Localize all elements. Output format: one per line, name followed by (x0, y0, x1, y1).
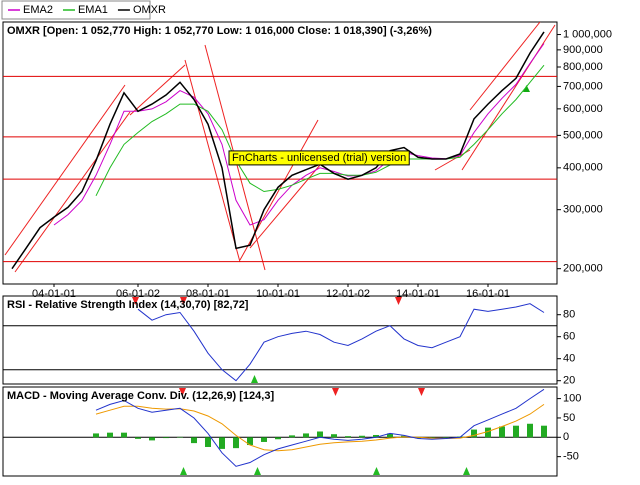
histogram-bar (205, 437, 211, 447)
histogram-bar (121, 432, 127, 438)
histogram-bar (471, 429, 477, 438)
series-line (53, 43, 545, 226)
y-tick-label: 60 (563, 331, 575, 343)
histogram-bar (415, 437, 421, 439)
y-tick-label: 800,000 (563, 61, 603, 73)
series-line (95, 403, 545, 452)
series-line (11, 31, 545, 270)
panel-title: MACD - Moving Average Conv. Div. (12,26,… (7, 390, 274, 402)
y-tick-label: 20 (563, 375, 575, 387)
y-tick-label: 300,000 (563, 204, 603, 216)
x-tick-label: 06-01-02 (116, 288, 160, 300)
buy-signal (373, 467, 380, 475)
sell-signal (132, 297, 139, 305)
histogram-bar (219, 437, 225, 449)
x-tick-label: 16-01-01 (466, 288, 510, 300)
histogram-bar (387, 433, 393, 438)
buy-signal (254, 467, 261, 475)
histogram-bar (247, 437, 253, 446)
sell-signal (332, 388, 339, 396)
histogram-bar (303, 433, 309, 438)
histogram-bar (485, 427, 491, 438)
histogram-bar (513, 425, 519, 438)
histogram-bar (107, 432, 113, 438)
histogram-bar (359, 435, 365, 438)
macd-panel (2, 386, 558, 477)
buy-signal (180, 467, 187, 475)
x-tick-label: 14-01-01 (396, 288, 440, 300)
trend-line (469, 22, 541, 111)
histogram-bar (163, 437, 169, 439)
histogram-bar (331, 434, 337, 438)
sell-signal (179, 388, 186, 396)
histogram-bar (177, 436, 183, 438)
trend-line (129, 64, 186, 116)
histogram-bar (261, 437, 267, 442)
histogram-bar (541, 425, 547, 438)
y-tick-label: 900,000 (563, 44, 603, 56)
watermark: FnCharts - unlicensed (trial) version (232, 152, 406, 164)
y-tick-label: 200,000 (563, 263, 603, 275)
x-tick-label: 04-01-01 (32, 288, 76, 300)
buy-signal (251, 375, 258, 383)
legend-label: EMA2 (23, 4, 53, 16)
sell-signal (418, 388, 425, 396)
series-line (137, 303, 545, 382)
series-line (95, 388, 545, 467)
y-tick-label: 500,000 (563, 129, 603, 141)
y-tick-label: 0 (563, 431, 569, 443)
histogram-bar (345, 436, 351, 438)
x-tick-label: 08-01-01 (186, 288, 230, 300)
y-tick-label: 600,000 (563, 103, 603, 115)
sell-signal (180, 297, 187, 305)
trend-line (4, 84, 126, 256)
y-tick-label: 80 (563, 309, 575, 321)
histogram-bar (135, 437, 141, 439)
y-tick-label: 50 (563, 412, 575, 424)
y-tick-label: -50 (563, 451, 579, 463)
rsi-signals (132, 297, 402, 383)
panel-title: RSI - Relative Strength Index (14,30,70)… (7, 299, 249, 311)
legend-label: OMXR (133, 4, 166, 16)
sell-signal (395, 297, 402, 305)
histogram-bar (233, 437, 239, 449)
histogram-bar (275, 437, 281, 440)
legend-label: EMA1 (78, 4, 108, 16)
histogram-bar (317, 431, 323, 438)
y-tick-label: 40 (563, 353, 575, 365)
histogram-bar (499, 426, 505, 438)
panel-title: OMXR [Open: 1 052,770 High: 1 052,770 Lo… (7, 25, 432, 37)
signal-arrow (523, 85, 530, 92)
histogram-bar (149, 437, 155, 441)
y-tick-label: 100 (563, 393, 581, 405)
histogram-bar (443, 437, 449, 438)
y-tick-label: 1 000,000 (563, 28, 612, 40)
buy-signal (463, 467, 470, 475)
x-tick-label: 10-01-01 (256, 288, 300, 300)
x-tick-label: 12-01-02 (326, 288, 370, 300)
trend-line (14, 111, 131, 273)
series-line (95, 64, 545, 197)
watermark-box (228, 150, 410, 166)
trend-line (184, 59, 241, 263)
histogram-bar (373, 434, 379, 438)
histogram-bar (289, 435, 295, 438)
histogram-bar (191, 437, 197, 444)
histogram-bar (527, 423, 533, 438)
macd-signals (179, 388, 470, 475)
histogram-bar (93, 433, 99, 438)
y-tick-label: 400,000 (563, 162, 603, 174)
legend-box (1, 0, 151, 20)
y-tick-label: 700,000 (563, 80, 603, 92)
